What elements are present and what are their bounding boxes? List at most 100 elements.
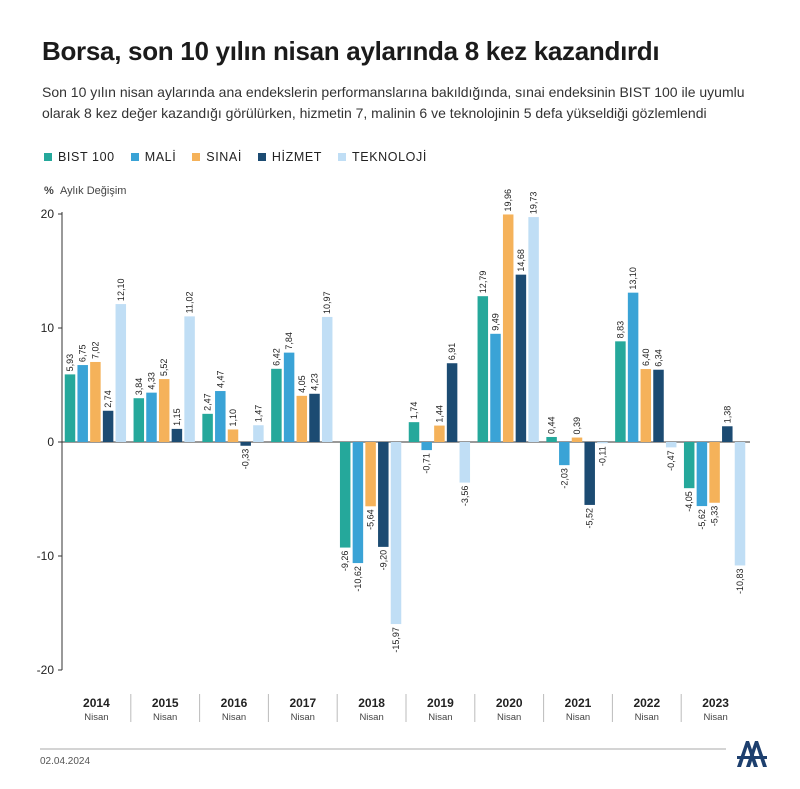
legend-swatch bbox=[130, 153, 139, 161]
bar bbox=[434, 425, 445, 442]
x-tick-label: 2020 bbox=[496, 696, 523, 710]
bar-value-label: 4,23 bbox=[310, 373, 320, 391]
bar-value-label: 9,49 bbox=[491, 313, 501, 331]
bar bbox=[696, 442, 708, 507]
bar-value-label: 5,93 bbox=[65, 354, 75, 372]
x-tick-sublabel: Nisan bbox=[703, 712, 727, 723]
bar-value-label: 4,47 bbox=[215, 371, 225, 389]
bar-value-label: -10,83 bbox=[735, 568, 745, 594]
bar bbox=[240, 442, 251, 446]
bar-value-label: 1,44 bbox=[434, 405, 444, 423]
bar-value-label: 0,44 bbox=[547, 416, 557, 434]
bar bbox=[665, 442, 677, 448]
bar bbox=[115, 304, 127, 442]
bar bbox=[653, 369, 664, 442]
legend-swatch bbox=[192, 153, 201, 161]
bar bbox=[584, 442, 595, 505]
y-tick-label: 10 bbox=[41, 321, 55, 335]
bar bbox=[597, 442, 608, 444]
bar-value-label: 4,05 bbox=[297, 375, 307, 393]
x-tick-label: 2015 bbox=[152, 696, 179, 710]
bar-value-label: 4,33 bbox=[147, 372, 157, 390]
bar bbox=[90, 361, 101, 442]
bar-value-label: 7,02 bbox=[90, 341, 100, 359]
legend-label: HİZMET bbox=[271, 150, 323, 164]
bar bbox=[64, 374, 76, 442]
legend: BIST 100 MALİ SINAİ HİZMET TEKNOLOJİ bbox=[44, 150, 427, 164]
x-tick-sublabel: Nisan bbox=[428, 712, 452, 723]
bar bbox=[615, 341, 626, 442]
bar-value-label: -10,62 bbox=[353, 566, 363, 592]
y-axis-unit: % bbox=[44, 185, 54, 197]
bar-value-label: 12,10 bbox=[116, 279, 126, 302]
chart-subtitle: Son 10 yılın nisan aylarında ana endeksl… bbox=[42, 84, 745, 121]
bar-value-label: 1,38 bbox=[722, 406, 732, 424]
x-tick-label: 2014 bbox=[83, 696, 110, 710]
bar bbox=[253, 425, 264, 442]
bar-value-label: 5,52 bbox=[159, 359, 169, 377]
bar-value-label: 1,47 bbox=[253, 405, 263, 423]
y-tick-label: -10 bbox=[37, 549, 55, 563]
y-tick-label: -20 bbox=[37, 663, 55, 677]
x-tick-label: 2016 bbox=[221, 696, 248, 710]
bar bbox=[502, 214, 514, 442]
bar bbox=[215, 391, 226, 442]
x-tick-sublabel: Nisan bbox=[359, 712, 383, 723]
bar-value-label: -15,97 bbox=[391, 627, 401, 653]
legend-label: TEKNOLOJİ bbox=[352, 150, 427, 164]
bar-value-label: 0,39 bbox=[572, 417, 582, 435]
bar bbox=[515, 274, 527, 442]
bar bbox=[309, 393, 320, 442]
x-tick-label: 2017 bbox=[289, 696, 316, 710]
bar-value-label: 6,34 bbox=[654, 349, 664, 367]
legend-item: MALİ bbox=[130, 150, 177, 164]
bar-value-label: -9,26 bbox=[340, 551, 350, 572]
x-tick-sublabel: Nisan bbox=[84, 712, 108, 723]
bar-value-label: -5,52 bbox=[585, 508, 595, 529]
x-tick-sublabel: Nisan bbox=[566, 712, 590, 723]
bar bbox=[283, 352, 295, 442]
bar-value-label: 7,84 bbox=[284, 332, 294, 350]
bar bbox=[158, 379, 170, 442]
bar-value-label: 19,96 bbox=[503, 189, 513, 212]
chart-title: Borsa, son 10 yılın nisan aylarında 8 ke… bbox=[42, 36, 660, 66]
bar bbox=[184, 316, 195, 442]
bar bbox=[571, 437, 583, 442]
bar bbox=[446, 363, 458, 442]
x-tick-sublabel: Nisan bbox=[635, 712, 659, 723]
bar bbox=[271, 368, 282, 442]
bar bbox=[77, 365, 88, 442]
bar-value-label: -9,20 bbox=[378, 550, 388, 571]
bar bbox=[683, 442, 695, 489]
bar bbox=[171, 428, 183, 442]
bar-value-label: 1,10 bbox=[228, 409, 238, 427]
bar bbox=[296, 395, 308, 442]
legend-swatch bbox=[257, 153, 266, 161]
bar bbox=[421, 442, 432, 451]
bar bbox=[102, 410, 114, 442]
legend-swatch bbox=[338, 153, 347, 161]
bar-value-label: -2,03 bbox=[559, 468, 569, 489]
bar bbox=[365, 442, 376, 507]
legend-swatch bbox=[44, 153, 52, 161]
x-tick-label: 2023 bbox=[702, 696, 729, 710]
legend-label: BIST 100 bbox=[58, 150, 115, 164]
bar-value-label: 19,73 bbox=[529, 192, 539, 215]
bar-value-label: 6,40 bbox=[641, 349, 651, 367]
bar bbox=[339, 442, 351, 548]
bar-value-label: 3,84 bbox=[134, 378, 144, 396]
bar-value-label: 6,75 bbox=[78, 345, 88, 363]
bar bbox=[202, 413, 213, 442]
bar-value-label: 2,47 bbox=[203, 393, 213, 411]
bar bbox=[528, 217, 539, 442]
legend-item: HİZMET bbox=[257, 150, 323, 164]
bar-value-label: 2,74 bbox=[103, 390, 113, 408]
bar-value-label: -0,71 bbox=[422, 453, 432, 474]
x-tick-sublabel: Nisan bbox=[153, 712, 177, 723]
bar bbox=[408, 422, 420, 442]
bar-value-label: 10,97 bbox=[322, 291, 332, 314]
legend-item: BIST 100 bbox=[44, 150, 115, 164]
x-tick-label: 2022 bbox=[633, 696, 660, 710]
bar bbox=[146, 392, 157, 442]
